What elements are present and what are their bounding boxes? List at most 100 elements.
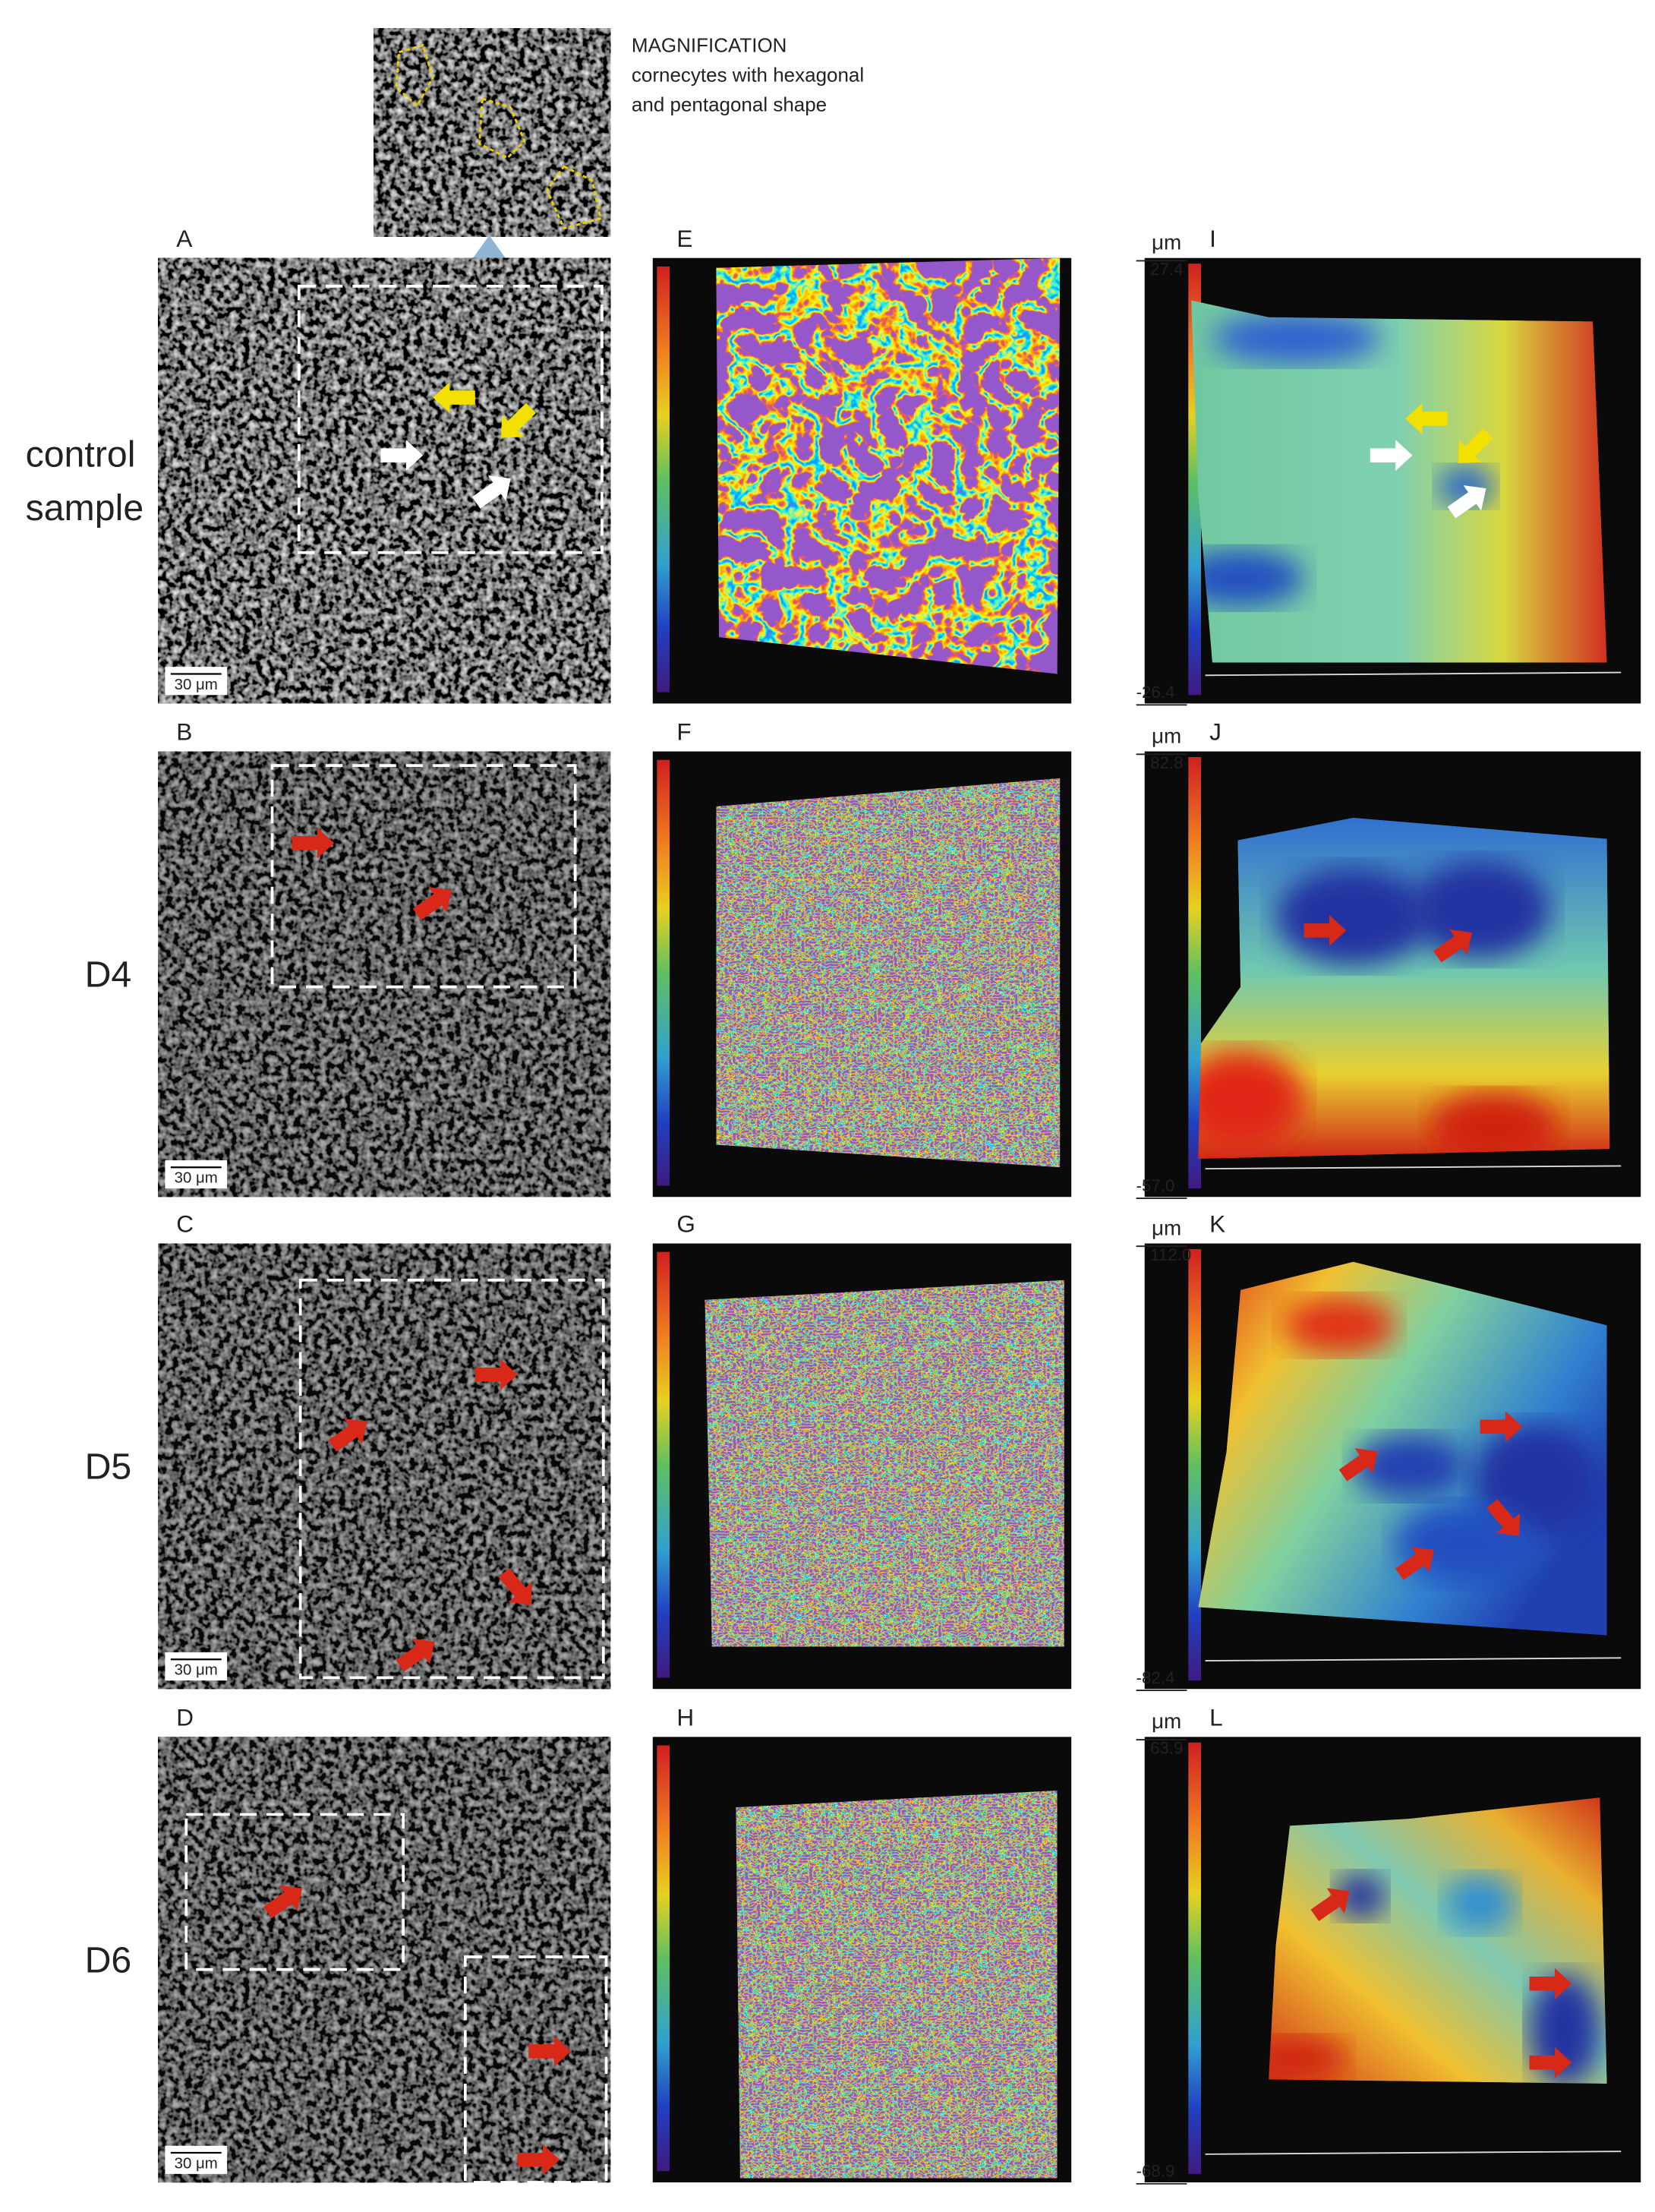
height-max: 63.9 bbox=[1150, 1739, 1183, 1758]
height-unit: μm bbox=[1152, 724, 1181, 747]
scale-bar-label: 30 μm bbox=[175, 1170, 218, 1187]
arrow bbox=[474, 1358, 518, 1390]
panel-letter: A bbox=[176, 225, 192, 252]
microscopy-texture bbox=[158, 1243, 611, 1690]
arrow bbox=[1458, 428, 1493, 464]
scale-bar-box bbox=[165, 2145, 228, 2174]
row-label: control bbox=[26, 434, 136, 475]
surface-feature bbox=[1395, 1504, 1537, 1583]
height-max: 82.8 bbox=[1150, 753, 1183, 772]
height-unit: μm bbox=[1152, 1216, 1181, 1239]
height-map bbox=[716, 257, 1061, 674]
surface-feature bbox=[1198, 1050, 1304, 1150]
panel-letter: L bbox=[1209, 1703, 1223, 1731]
dashed-box bbox=[297, 285, 604, 554]
surface-axis bbox=[1205, 1657, 1622, 1661]
cell-outlines bbox=[395, 43, 602, 230]
surface-feature bbox=[1445, 1875, 1516, 1932]
panel-letter: J bbox=[1209, 718, 1222, 746]
dashed-box bbox=[184, 1813, 405, 1971]
surface-axis bbox=[1205, 671, 1622, 677]
panel-letter: F bbox=[676, 718, 691, 746]
arrow bbox=[1395, 1547, 1434, 1580]
height-map bbox=[705, 1280, 1064, 1647]
height-max: 112.0 bbox=[1150, 1245, 1191, 1264]
dashed-box bbox=[270, 764, 577, 989]
color-scale bbox=[657, 1745, 670, 2172]
arrow bbox=[1433, 929, 1472, 963]
arrow bbox=[1447, 485, 1486, 519]
surface-feature bbox=[1269, 2037, 1347, 2080]
arrow bbox=[1310, 1888, 1350, 1921]
surface-feature bbox=[1212, 313, 1382, 364]
row-label: D4 bbox=[85, 955, 132, 996]
arrow bbox=[1529, 1967, 1572, 1999]
surface-3d bbox=[1198, 1261, 1607, 1636]
height-max: 27.4 bbox=[1150, 260, 1183, 279]
arrow bbox=[1370, 440, 1413, 472]
panel-letter: G bbox=[676, 1210, 695, 1238]
panel-letter: C bbox=[176, 1210, 194, 1238]
panel-letter: H bbox=[676, 1703, 694, 1731]
scale-bar-box bbox=[165, 1652, 228, 1681]
panel-letter: D bbox=[176, 1703, 194, 1731]
arrow bbox=[433, 382, 475, 413]
scale-bar-label: 30 μm bbox=[175, 677, 218, 693]
surface-3d bbox=[1198, 817, 1610, 1160]
row-label: D5 bbox=[85, 1447, 132, 1488]
scale-bar-box bbox=[165, 1160, 228, 1189]
arrow bbox=[396, 1638, 435, 1672]
surface-axis bbox=[1205, 1165, 1622, 1170]
surface-feature bbox=[1409, 860, 1551, 959]
height-min: -26.4 bbox=[1136, 683, 1175, 702]
arrow bbox=[263, 1885, 303, 1919]
color-scale bbox=[657, 759, 670, 1186]
microscopy-texture bbox=[158, 751, 611, 1198]
scale-bar-box bbox=[165, 667, 228, 696]
arrow bbox=[1405, 402, 1448, 434]
color-scale bbox=[1188, 756, 1201, 1189]
color-scale bbox=[1188, 1248, 1201, 1681]
arrow bbox=[471, 475, 511, 509]
surface-3d bbox=[1191, 300, 1607, 663]
arrow bbox=[412, 887, 452, 920]
row-label: sample bbox=[26, 488, 144, 529]
dashed-box bbox=[463, 1955, 608, 2184]
height-unit: μm bbox=[1152, 231, 1181, 254]
arrow bbox=[517, 2144, 560, 2176]
color-scale bbox=[1188, 1742, 1201, 2174]
height-map bbox=[716, 778, 1061, 1168]
height-min: -57.0 bbox=[1136, 1176, 1175, 1195]
magnification-texture bbox=[374, 28, 611, 237]
surface-feature bbox=[1353, 1435, 1467, 1497]
arrow bbox=[528, 2035, 572, 2067]
surface-feature bbox=[1430, 1092, 1558, 1160]
magnification-text: and pentagonal shape bbox=[632, 93, 827, 116]
surface-axis bbox=[1205, 2150, 1622, 2155]
arrow bbox=[1529, 2046, 1572, 2078]
arrow bbox=[328, 1418, 367, 1452]
arrow bbox=[498, 1568, 532, 1605]
height-min: -82.4 bbox=[1136, 1668, 1175, 1687]
height-min: -68.9 bbox=[1136, 2162, 1175, 2181]
color-scale bbox=[657, 1251, 670, 1678]
panel-letter: K bbox=[1209, 1210, 1225, 1238]
panel-letter: I bbox=[1209, 225, 1216, 252]
surface-feature bbox=[1275, 866, 1431, 966]
row-label: D6 bbox=[85, 1939, 132, 1980]
magnification-text: cornecytes with hexagonal bbox=[632, 64, 864, 87]
arrow bbox=[1338, 1448, 1378, 1482]
arrow bbox=[1486, 1499, 1521, 1536]
scale-bar-label: 30 μm bbox=[175, 1662, 218, 1679]
arrow bbox=[1480, 1411, 1523, 1443]
microscopy-texture bbox=[158, 1737, 611, 2183]
surface-feature bbox=[1282, 1297, 1396, 1354]
arrow bbox=[292, 827, 335, 859]
panel-letter: B bbox=[176, 718, 192, 746]
height-unit: μm bbox=[1152, 1709, 1181, 1733]
surface-base bbox=[1269, 1797, 1607, 2084]
arrow bbox=[380, 440, 424, 472]
surface-feature bbox=[1335, 1873, 1386, 1919]
